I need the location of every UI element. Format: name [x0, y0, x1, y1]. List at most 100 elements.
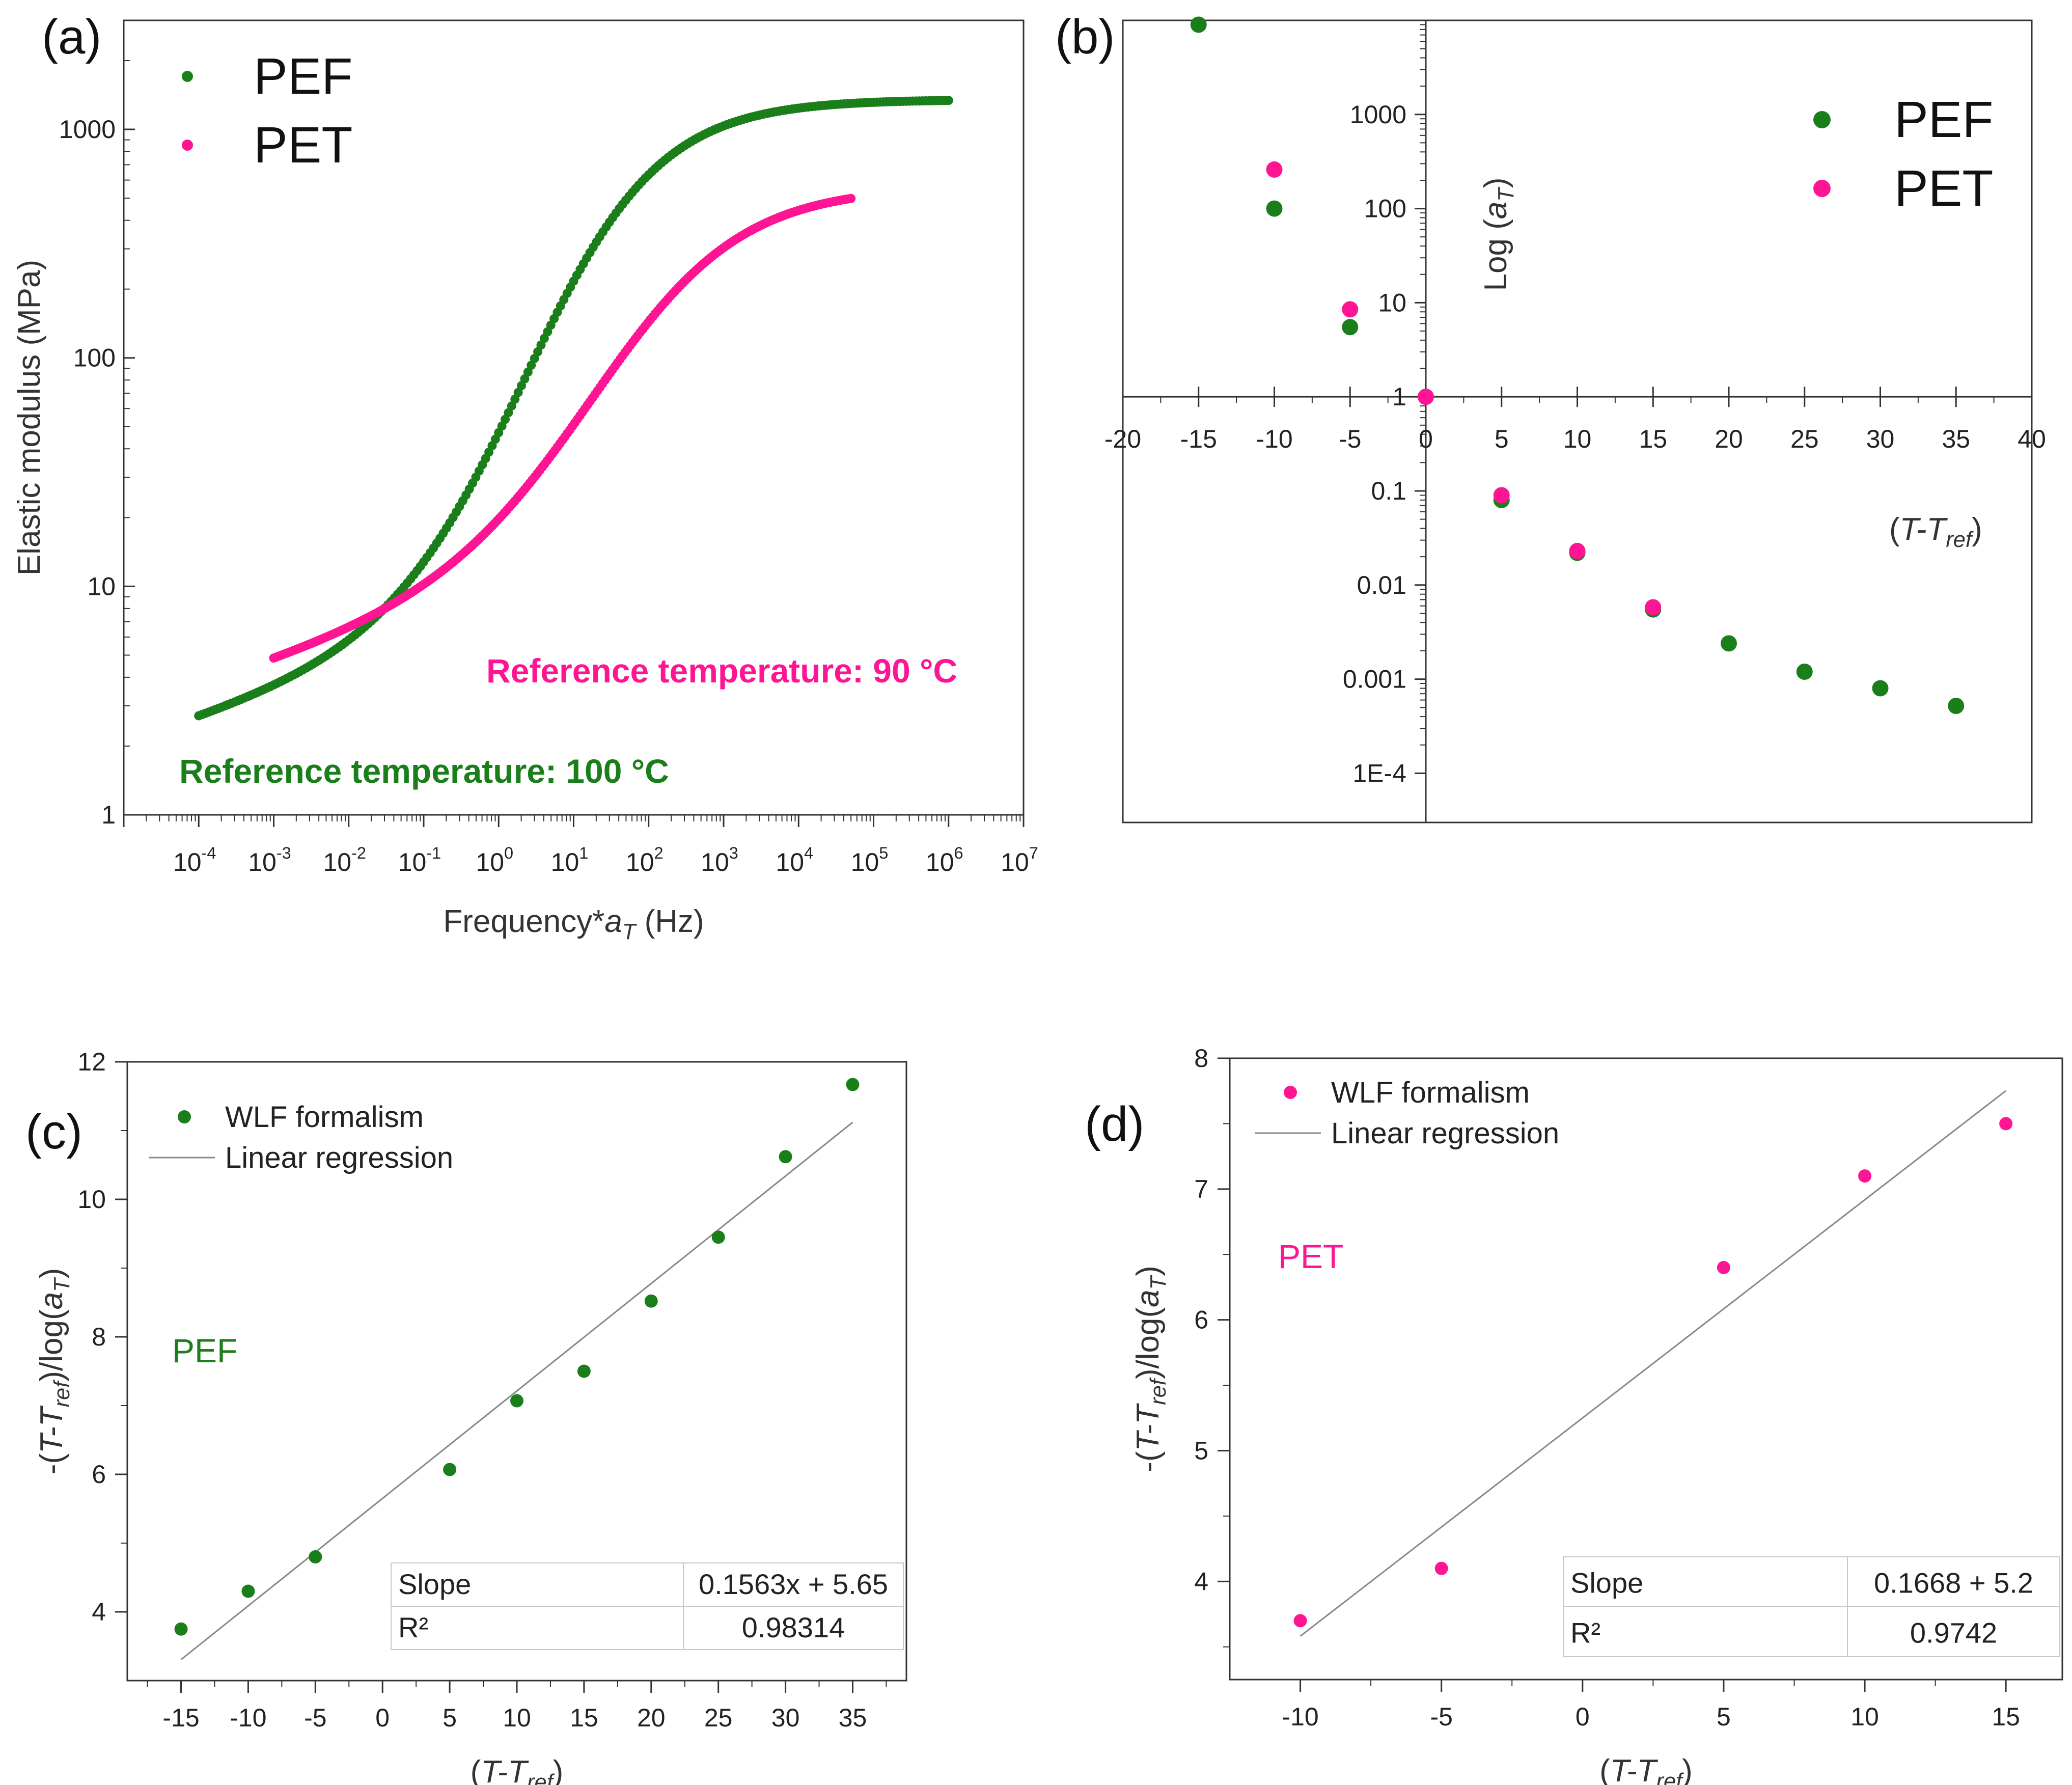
series-wlf-formalism — [1293, 1117, 2013, 1628]
x-tick-label-part-0: 10 — [323, 848, 351, 876]
x-tick-label: 104 — [776, 844, 813, 876]
x-tick-label: 107 — [1001, 844, 1038, 876]
y-tick-label: 10 — [77, 1185, 106, 1214]
y-tick-label: 0.001 — [1343, 665, 1406, 694]
x-tick-label: 35 — [839, 1704, 867, 1732]
y-axis-title-part-0: -( — [34, 1453, 69, 1475]
pet-point — [1418, 389, 1434, 405]
pef-point — [513, 388, 523, 397]
series-pef — [1190, 16, 1965, 715]
pef-point — [1948, 698, 1965, 715]
x-axis-title-part-0: ( — [471, 1754, 481, 1785]
pef-point — [510, 394, 520, 404]
pef-point — [1872, 680, 1889, 697]
pet-point — [1493, 487, 1510, 504]
y-tick-label: 100 — [73, 344, 116, 372]
x-tick-label: 25 — [1790, 425, 1819, 453]
x-tick-label: -5 — [304, 1704, 326, 1732]
x-tick-label: -15 — [162, 1704, 199, 1732]
x-tick-label-part-1: 6 — [954, 844, 963, 862]
legend-label-wlf: WLF formalism — [225, 1101, 424, 1134]
y-axis-title-part-6: ) — [1130, 1266, 1166, 1276]
x-tick-label: 102 — [626, 844, 664, 876]
x-tick-label: 15 — [570, 1704, 598, 1732]
plot-frame-d — [1229, 1057, 2063, 1681]
wlf-point — [510, 1394, 523, 1408]
y-tick-label: 1 — [1392, 382, 1406, 411]
material-label: PET — [1278, 1238, 1343, 1275]
x-tick-label: 106 — [926, 844, 963, 876]
legend-marker-wlf — [1284, 1086, 1297, 1099]
y-tick-label: 5 — [1194, 1437, 1208, 1465]
x-axis-title-part-3: ) — [1972, 512, 1982, 547]
x-tick-label-part-0: 10 — [776, 848, 804, 876]
y-tick-label: 1000 — [1350, 100, 1406, 129]
y-axis-title-part-4: a — [1130, 1289, 1166, 1307]
table-row-value: 0.1563x + 5.65 — [699, 1568, 888, 1600]
pef-point — [1266, 200, 1283, 217]
x-tick-label-part-0: 10 — [626, 848, 654, 876]
y-axis-title-part-2: ref — [1146, 1377, 1171, 1405]
legend-label-regression: Linear regression — [225, 1141, 453, 1174]
pef-point — [1721, 635, 1737, 652]
x-tick-label: 20 — [637, 1704, 666, 1732]
y-axis-title-part-3: )/log( — [34, 1309, 69, 1382]
x-axis-title-part-2: T — [622, 920, 638, 944]
table-row-value: 0.1668 + 5.2 — [1874, 1567, 2033, 1599]
x-tick-label-part-1: -2 — [351, 844, 366, 862]
y-axis-title: Elastic modulus (MPa) — [12, 260, 47, 575]
y-tick-label: 8 — [92, 1323, 106, 1351]
y-tick-label: 6 — [1194, 1306, 1208, 1334]
legend-label-wlf: WLF formalism — [1331, 1076, 1530, 1109]
y-axis-title-part-2: T — [1494, 186, 1518, 202]
panel-label-b: (b) — [1055, 10, 1115, 64]
x-axis-title-part-1: T-T — [1610, 1753, 1659, 1785]
x-axis-title-part-2: ref — [1946, 528, 1974, 552]
x-tick-label: 0 — [375, 1704, 390, 1732]
x-axis-title-part-2: ref — [527, 1770, 555, 1785]
wlf-point — [846, 1078, 860, 1091]
x-axis-title-part-1: a — [604, 904, 622, 939]
x-tick-label-part-1: 0 — [504, 844, 513, 862]
x-tick-label: 5 — [1717, 1702, 1731, 1731]
y-tick-label: 1 — [101, 801, 116, 829]
x-tick-label: 105 — [851, 844, 889, 876]
wlf-point — [1999, 1117, 2013, 1131]
table-row-label: Slope — [1570, 1567, 1643, 1599]
wlf-point — [309, 1550, 322, 1563]
legend-marker-pef — [182, 71, 193, 82]
x-axis-title: (T-Tref) — [471, 1754, 564, 1785]
x-tick-label: 15 — [1992, 1702, 2020, 1731]
wlf-point — [1293, 1614, 1307, 1628]
wlf-point — [644, 1294, 658, 1308]
table-row-label: Slope — [398, 1568, 471, 1600]
x-tick-label: -5 — [1339, 425, 1361, 453]
wlf-point — [779, 1150, 792, 1164]
x-tick-label: 10-2 — [323, 844, 366, 876]
pef-point — [944, 96, 953, 105]
x-tick-label-part-1: 7 — [1029, 844, 1038, 862]
x-tick-label-part-0: 10 — [1001, 848, 1029, 876]
annotation-ref-temp-pet: Reference temperature: 90 °C — [486, 652, 957, 690]
series-wlf-formalism — [174, 1078, 860, 1636]
x-tick-label: -10 — [1256, 425, 1292, 453]
y-axis-title-part-3: )/log( — [1130, 1307, 1166, 1380]
wlf-point — [241, 1584, 255, 1598]
table-row-label: R² — [1570, 1617, 1600, 1649]
panel-label-a: (a) — [42, 10, 101, 64]
x-tick-label-part-0: 10 — [701, 848, 729, 876]
pet-point — [1342, 301, 1359, 318]
x-axis-title-part-3: ) — [1682, 1753, 1693, 1785]
x-tick-label: 10 — [503, 1704, 531, 1732]
x-tick-label: 10 — [1850, 1702, 1879, 1731]
x-axis-title-part-3: (Hz) — [636, 904, 704, 939]
y-tick-label: 4 — [92, 1598, 106, 1626]
x-tick-label: 10-4 — [173, 844, 216, 876]
y-tick-label: 10 — [1378, 288, 1406, 317]
wlf-point — [711, 1230, 725, 1244]
y-tick-label: 7 — [1194, 1175, 1208, 1203]
legend-marker-pet — [1813, 180, 1831, 197]
y-axis-title-part-0: Log ( — [1478, 219, 1513, 291]
x-tick-label: 103 — [701, 844, 738, 876]
